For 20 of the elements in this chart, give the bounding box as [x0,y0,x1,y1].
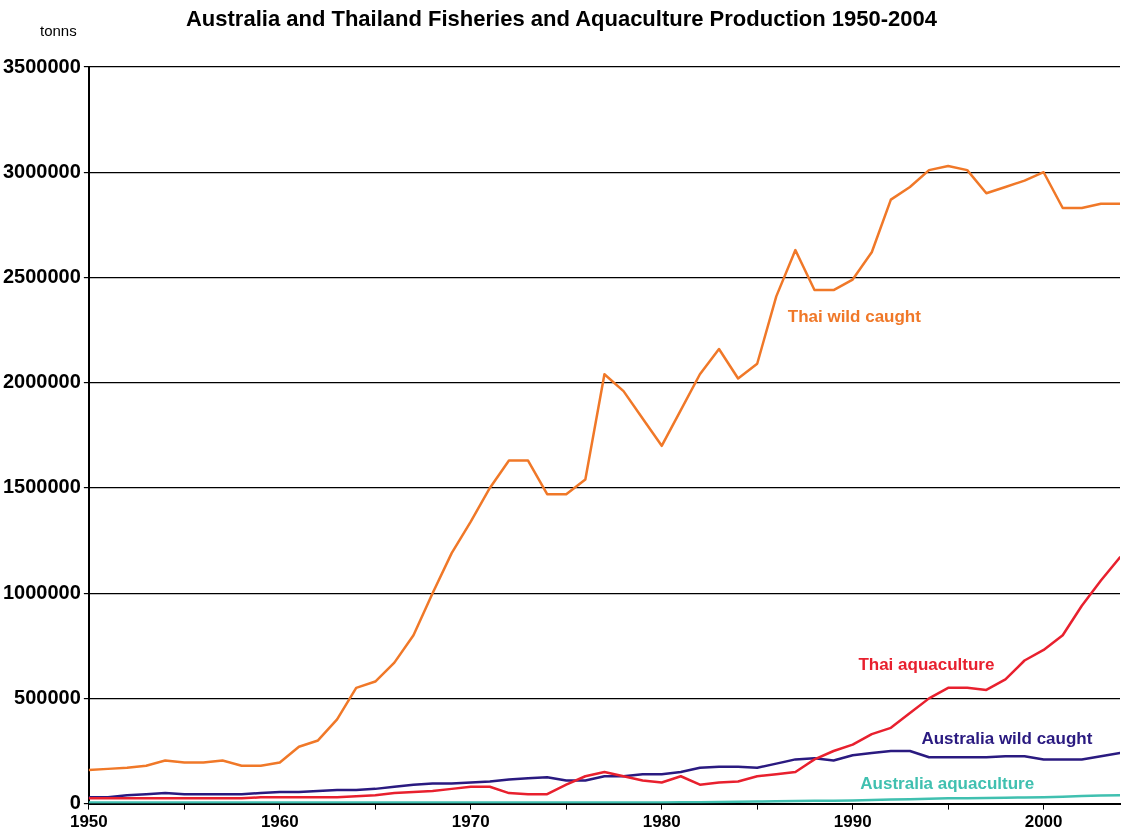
x-tick-label: 1960 [260,812,299,832]
y-tick-label: 2000000 [2,370,81,393]
y-tick-label: 3500000 [2,54,81,77]
x-tick-label: 1950 [69,812,108,832]
series-label: Thai wild caught [787,307,922,327]
x-tick-label: 1970 [451,812,490,832]
series-label: Australia aquaculture [860,774,1035,794]
y-tick-label: 500000 [14,685,81,708]
y-axis-title: tonns [40,22,77,39]
y-tick-label: 1500000 [2,475,81,498]
series-label: Thai aquaculture [858,655,995,675]
y-tick-label: 2500000 [2,264,81,287]
y-tick-label: 1000000 [2,580,81,603]
chart-title: Australia and Thailand Fisheries and Aquaculture Production 1950-2004 [185,6,938,31]
x-tick-label: 1980 [642,812,681,832]
y-tick-label: 0 [69,791,81,814]
y-tick-label: 3000000 [2,159,81,182]
series-label: Australia wild caught [921,728,1093,748]
x-tick-label: 1990 [833,812,872,832]
x-tick-label: 2000 [1024,812,1063,832]
